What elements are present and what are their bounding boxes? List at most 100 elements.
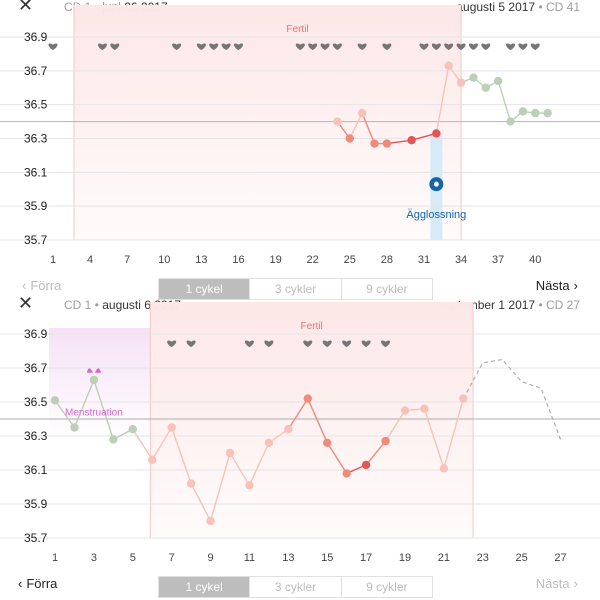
segment-1-cycle[interactable]: 1 cykel	[159, 279, 251, 299]
y-tick-label: 36.5	[24, 98, 48, 112]
chart1-nav: ‹ Förra 1 cykel 3 cykler 9 cykler Nästa …	[0, 278, 600, 300]
y-tick-label: 36.3	[24, 132, 48, 146]
series-segment	[248, 442, 270, 486]
x-tick-label: 11	[244, 552, 255, 564]
data-point	[361, 460, 371, 470]
x-tick-label: 10	[158, 254, 170, 266]
heart-icon	[444, 43, 454, 51]
heart-icon	[97, 43, 107, 51]
data-point	[128, 425, 137, 434]
close-icon[interactable]: ✕	[18, 0, 34, 15]
heart-icon	[481, 43, 491, 51]
segment-3-cycles[interactable]: 3 cykler	[250, 279, 342, 299]
data-point	[345, 134, 354, 143]
heart-icon	[419, 43, 429, 51]
series-segment	[229, 452, 251, 486]
data-point	[493, 76, 503, 86]
heart-icon	[506, 43, 516, 51]
close-icon[interactable]: ✕	[18, 293, 34, 313]
heart-icon	[110, 43, 120, 51]
heart-icon	[361, 340, 371, 348]
data-point	[342, 469, 351, 478]
heart-icon	[332, 43, 342, 51]
heart-icon	[295, 43, 305, 51]
data-point	[50, 396, 60, 405]
data-point	[148, 455, 157, 464]
series-segment	[151, 427, 173, 461]
next-button[interactable]: Nästa ›	[535, 576, 578, 591]
data-point	[357, 108, 367, 118]
cycle-count-selector: 1 cykel 3 cykler 9 cykler	[158, 576, 433, 598]
chevron-left-icon: ‹	[22, 278, 27, 293]
x-tick-label: 23	[477, 552, 489, 564]
data-point	[284, 425, 293, 434]
heart-icon	[381, 340, 391, 348]
next-button[interactable]: Nästa ›	[535, 278, 578, 293]
y-tick-label: 35.7	[24, 233, 48, 247]
x-tick-label: 17	[360, 552, 372, 564]
series-segment	[307, 398, 328, 444]
x-tick-label: 15	[321, 552, 333, 564]
x-tick-label: 16	[232, 254, 244, 266]
y-tick-label: 35.9	[24, 497, 48, 511]
chevron-right-icon: ›	[573, 278, 578, 293]
temperature-chart-1: Fertil 36.9 36.7 36.5 36.3 36.1 35.9 35.71 4 7 10 1…	[0, 5, 600, 266]
fertile-label: Fertil	[301, 321, 323, 332]
heart-icon	[456, 43, 466, 51]
x-tick-label: 13	[195, 254, 207, 266]
data-point	[444, 61, 453, 70]
heart-icon	[196, 43, 206, 51]
y-tick-label: 36.3	[24, 429, 48, 443]
heart-icon	[172, 43, 182, 51]
x-tick-label: 28	[381, 254, 393, 266]
projection-line	[462, 358, 562, 440]
data-point	[518, 107, 528, 116]
segment-1-cycle[interactable]: 1 cykel	[159, 577, 251, 597]
x-tick-label: 5	[130, 552, 136, 564]
heart-icon	[468, 43, 478, 51]
series-segment	[73, 379, 95, 428]
data-point	[506, 117, 515, 126]
data-point	[407, 135, 416, 145]
y-tick-label: 36.1	[24, 165, 48, 179]
series-segment	[435, 65, 450, 134]
heart-icon	[167, 340, 177, 348]
heart-icon	[320, 43, 330, 51]
series-segment	[411, 132, 437, 141]
y-tick-label: 36.7	[24, 361, 48, 375]
data-point	[439, 464, 449, 473]
x-tick-label: 40	[529, 254, 541, 266]
series-segment	[171, 427, 192, 484]
x-tick-label: 7	[169, 552, 175, 564]
series-segment	[497, 80, 512, 122]
prev-button[interactable]: ‹ Förra	[22, 278, 62, 293]
segment-9-cycles[interactable]: 9 cykler	[366, 580, 408, 594]
series-segment	[349, 112, 363, 139]
y-tick-label: 36.5	[24, 395, 48, 409]
data-point	[370, 139, 379, 148]
segment-3-cycles[interactable]: 3 cykler	[250, 577, 342, 597]
menstruation-band	[49, 328, 151, 441]
heart-icon	[264, 340, 274, 348]
x-tick-label: 22	[307, 254, 319, 266]
x-tick-label: 21	[438, 552, 450, 564]
segment-9-cycles[interactable]: 9 cykler	[366, 282, 408, 296]
heart-icon	[308, 43, 318, 51]
heart-icon	[322, 340, 332, 348]
fertile-band	[150, 302, 474, 538]
data-point	[456, 78, 466, 87]
x-tick-label: 19	[269, 254, 281, 266]
series-segment	[326, 442, 348, 474]
x-tick-label: 31	[418, 254, 430, 266]
data-point	[303, 394, 312, 403]
data-point	[206, 516, 215, 526]
chevron-right-icon: ›	[573, 576, 578, 591]
x-tick-label: 4	[87, 254, 93, 266]
heart-icon	[303, 340, 313, 348]
series-segment	[365, 440, 387, 466]
series-segment	[54, 399, 76, 428]
series-segment	[209, 452, 231, 522]
x-tick-label: 9	[207, 552, 213, 564]
prev-button[interactable]: ‹ Förra	[18, 576, 58, 591]
